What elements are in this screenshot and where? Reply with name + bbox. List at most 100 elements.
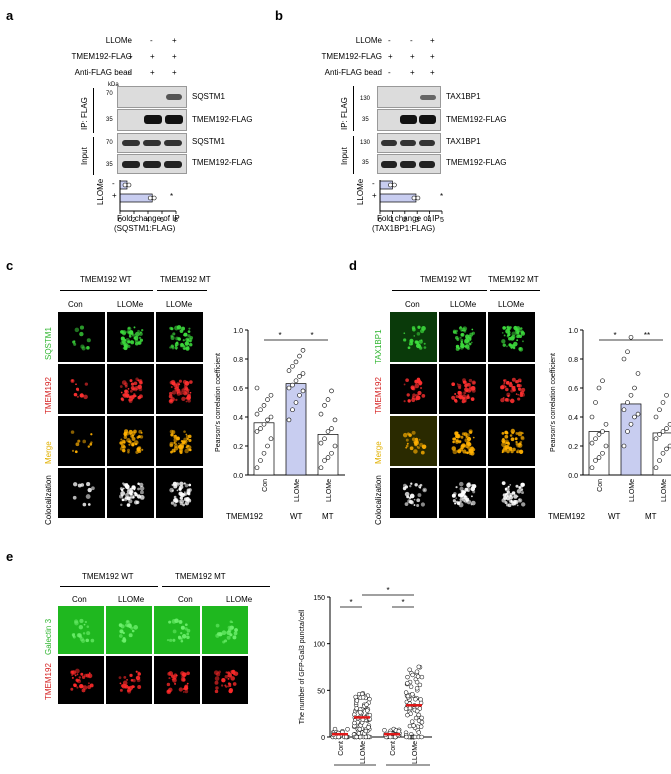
data-point [332,443,338,449]
data-point [147,195,153,201]
data-point [632,385,637,391]
bar-row-label: - [372,179,375,188]
data-point [414,669,420,675]
condition-value: + [128,52,133,61]
data-point [667,421,671,427]
mw-marker: 35 [106,162,113,168]
micrograph [403,377,426,403]
condition-label: LLOMe [105,36,132,45]
micrograph [70,668,94,693]
group-line [162,586,270,587]
data-point [416,730,421,735]
kda-label: kDa [108,82,119,88]
significance-mark: ** [644,331,650,340]
condition-value: + [172,52,177,61]
tick-label: 0.8 [233,357,243,364]
significance-mark: * [440,192,444,201]
bar-row-label: + [372,191,377,200]
condition-value: + [410,68,415,77]
data-point [365,708,370,713]
category-label: Con [262,479,269,492]
micrograph [215,620,238,644]
micrograph-panel [106,606,152,654]
category-label: LLOMe [326,479,333,502]
category-label: LLOMe [661,479,668,502]
micrograph [501,428,525,454]
tick-label: 1 [390,217,394,224]
tick-label: 100 [313,642,325,649]
footer-label: TMEM192 [226,512,263,521]
data-point [290,407,295,413]
data-point [596,385,602,391]
condition-value: - [150,36,153,45]
data-point [664,426,669,431]
data-point [417,682,423,688]
data-point [293,400,299,405]
condition-label: Anti-FLAG bead [74,68,132,77]
data-point [657,432,662,437]
panel-letter-c: c [6,258,14,273]
micrograph [451,378,476,404]
condition-value: - [388,68,391,77]
data-point [258,407,263,413]
category-label: Cont [338,741,345,756]
data-point [413,715,419,721]
tick-label: 2 [132,217,136,224]
condition-value: + [172,68,177,77]
condition-label: TMEM192-FLAG [71,52,132,61]
blot-label: SQSTM1 [192,92,225,101]
column-label: LLOMe [117,300,144,309]
channel-label: TMEM192 [44,377,53,414]
data-point [408,684,414,689]
ip-label: IP: FLAG [340,97,349,130]
micrograph [70,379,89,400]
data-point [667,443,671,449]
micrograph-panel [156,364,203,414]
data-point [357,726,363,732]
data-point [416,712,421,718]
group-label: TMEM192 MT [160,275,211,284]
data-point [621,443,627,449]
group-label: MT [404,769,416,770]
mw-marker: 70 [106,140,113,146]
data-point [345,727,350,732]
data-point [265,417,270,423]
xaxis-label-2: (SQSTM1:FLAG) [114,224,176,233]
bar [119,193,153,203]
micrograph [119,429,144,454]
data-point [621,356,627,362]
category-label: LLOMe [629,479,636,502]
data-point [325,429,331,434]
tick-label: 1.0 [568,328,578,335]
pearson-chart-d: 0.0 0.2 0.4 0.6 0.8 1.0 Pearson's correlation … [550,328,671,502]
western-blot [377,133,441,153]
data-point [411,723,416,728]
micrograph-panel [390,416,437,466]
micrograph-panel [106,656,152,704]
western-blot [377,109,441,131]
micrograph-panel [154,656,200,704]
micrograph-panel [154,606,200,654]
data-point [358,710,363,715]
micrograph [70,430,93,454]
footer-label: TMEM192 [548,512,585,521]
micrograph-panel [488,312,535,362]
data-point [268,392,274,398]
tick-label: 0.0 [568,473,578,480]
data-point [407,705,413,711]
data-point [122,182,128,188]
western-blot [117,154,187,174]
tick-label: 0.6 [233,386,243,393]
micrograph [166,618,191,643]
column-label: Con [72,595,87,604]
western-blot [377,86,441,108]
micrograph [402,482,427,507]
data-point [635,371,641,376]
column-label: LLOMe [498,300,525,309]
puncta-chart-e: 0 50 100 150 The number of GFP-Gal3 puncta/c… [299,586,432,770]
data-point [593,436,598,442]
channel-label: TMEM192 [374,377,383,414]
data-point [411,195,417,201]
micrograph-panel [156,468,203,518]
tick-label: 0.2 [233,444,243,451]
